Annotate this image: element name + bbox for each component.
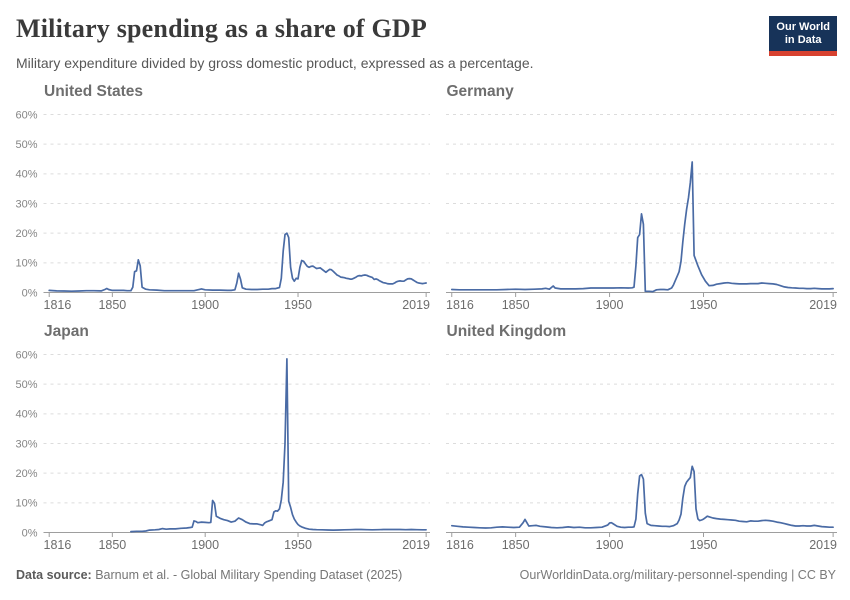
line-chart-united-kingdom: 1816 1850 1900 1950 2019 <box>446 353 837 552</box>
x-tick-label: 2019 <box>809 298 837 312</box>
page-title: Military spending as a share of GDP <box>16 14 427 43</box>
x-tick-label: 1950 <box>284 298 312 312</box>
x-tick-label: 2019 <box>809 538 837 552</box>
x-tick-label: 1900 <box>596 538 624 552</box>
x-tick-label: 1850 <box>98 298 126 312</box>
line-chart-japan: 1816 1850 1900 1950 2019 0% 10% 20% 30% 40% 50% 60% <box>15 349 430 552</box>
facet-united-states: United States 1816 1850 1900 1950 2019 0% 10% 2… <box>0 83 436 318</box>
y-tick-label: 60% <box>15 109 37 121</box>
series-line <box>130 358 427 533</box>
x-tick-label: 1816 <box>446 298 474 312</box>
y-tick-label: 0% <box>22 287 38 299</box>
x-tick-label: 1900 <box>596 298 624 312</box>
owid-logo: Our World in Data <box>769 16 837 56</box>
facet-japan: Japan 1816 1850 1900 1950 2019 0% 10% 20% 30% 40%… <box>0 323 436 558</box>
y-tick-label: 60% <box>15 349 37 361</box>
facet-title-united-kingdom: United Kingdom <box>446 323 567 340</box>
series-line <box>450 465 834 529</box>
x-tick-label: 1850 <box>502 298 530 312</box>
y-tick-label: 30% <box>15 198 37 210</box>
x-tick-label: 1850 <box>502 538 530 552</box>
line-chart-united-states: 1816 1850 1900 1950 2019 0% 10% 20% 30% 40% 50% 60% <box>15 109 430 312</box>
x-tick-label: 1816 <box>446 538 474 552</box>
x-tick-label: 1950 <box>284 538 312 552</box>
y-tick-label: 20% <box>15 228 37 240</box>
x-tick-label: 1950 <box>690 298 718 312</box>
y-tick-label: 10% <box>15 498 37 510</box>
x-tick-label: 1850 <box>98 538 126 552</box>
data-source-label: Data source: <box>16 568 92 582</box>
facet-united-kingdom: United Kingdom 1816 1850 1900 1950 2019 <box>436 323 850 558</box>
y-tick-label: 40% <box>15 409 37 421</box>
data-source-text: Barnum et al. - Global Military Spending… <box>91 568 403 582</box>
y-tick-label: 40% <box>15 169 37 181</box>
x-tick-label: 1900 <box>191 538 219 552</box>
y-tick-label: 10% <box>15 258 37 270</box>
facet-title-united-states: United States <box>44 83 144 100</box>
y-tick-label: 50% <box>15 379 37 391</box>
x-tick-label: 1816 <box>44 298 72 312</box>
y-tick-label: 30% <box>15 438 37 450</box>
owid-logo-line2: in Data <box>784 34 822 46</box>
facet-title-germany: Germany <box>446 83 514 100</box>
y-tick-label: 0% <box>22 527 38 539</box>
x-tick-label: 1950 <box>690 538 718 552</box>
y-tick-label: 20% <box>15 468 37 480</box>
facet-title-japan: Japan <box>44 323 89 340</box>
x-tick-label: 1816 <box>44 538 72 552</box>
series-line <box>450 161 834 293</box>
x-tick-label: 1900 <box>191 298 219 312</box>
data-source-note: Data source: Barnum et al. - Global Mili… <box>16 568 402 582</box>
series-line <box>48 232 427 293</box>
chart-subtitle: Military expenditure divided by gross do… <box>16 55 534 71</box>
line-chart-germany: 1816 1850 1900 1950 2019 <box>446 113 837 312</box>
x-tick-label: 2019 <box>402 298 430 312</box>
owid-logo-line1: Our World <box>776 21 830 33</box>
footer: Data source: Barnum et al. - Global Mili… <box>16 568 836 582</box>
attribution-link[interactable]: OurWorldinData.org/military-personnel-sp… <box>519 568 836 582</box>
y-tick-label: 50% <box>15 139 37 151</box>
x-tick-label: 2019 <box>402 538 430 552</box>
facet-germany: Germany 1816 1850 1900 1950 2019 <box>436 83 850 318</box>
